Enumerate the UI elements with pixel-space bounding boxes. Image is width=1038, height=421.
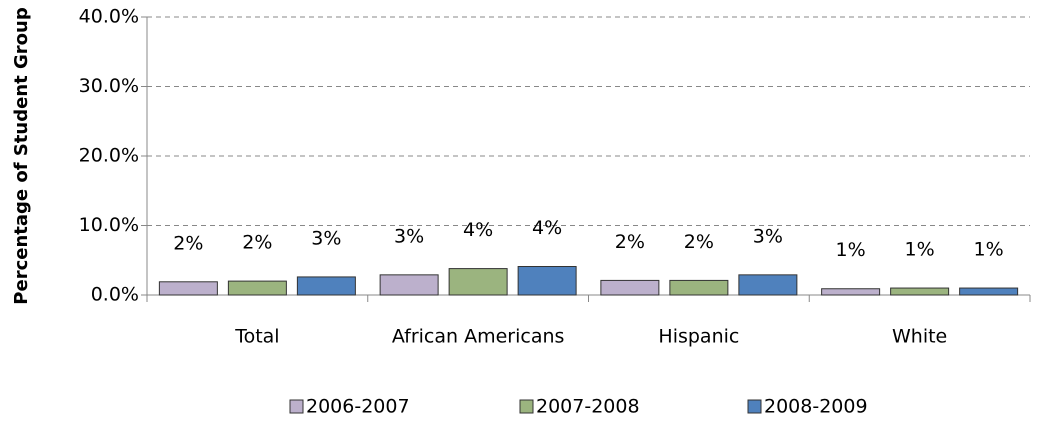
- value-label: 1%: [905, 239, 935, 261]
- value-label: 2%: [242, 232, 272, 254]
- bar: [669, 279, 729, 296]
- value-label: 2%: [173, 232, 203, 254]
- bar: [227, 280, 287, 296]
- bar: [158, 281, 218, 296]
- bar: [821, 288, 881, 296]
- x-tick-label: White: [892, 326, 947, 348]
- bar: [738, 274, 798, 296]
- value-label: 2%: [684, 231, 714, 253]
- legend-label: 2008-2009: [764, 396, 868, 418]
- value-label: 3%: [753, 225, 783, 247]
- y-axis-title: Percentage of Student Group: [11, 7, 32, 305]
- x-tick-label: Hispanic: [658, 326, 739, 348]
- legend-swatch: [289, 399, 304, 414]
- x-tick-label: African Americans: [392, 326, 565, 348]
- x-tick-label: Total: [234, 326, 279, 348]
- y-tick-label: 20.0%: [79, 145, 139, 167]
- value-label: 3%: [311, 227, 341, 249]
- value-label: 4%: [532, 217, 562, 239]
- bar: [600, 279, 660, 296]
- value-label: 2%: [615, 231, 645, 253]
- bar: [379, 274, 439, 296]
- legend-swatch: [519, 399, 534, 414]
- value-label: 4%: [463, 219, 493, 241]
- y-tick-label: 40.0%: [79, 6, 139, 28]
- bar: [517, 266, 577, 296]
- value-label: 1%: [974, 239, 1004, 261]
- y-tick-label: 0.0%: [91, 284, 139, 306]
- value-label: 1%: [836, 239, 866, 261]
- legend-label: 2006-2007: [306, 396, 410, 418]
- bar: [959, 287, 1019, 296]
- bar: [890, 287, 950, 296]
- value-label: 3%: [394, 225, 424, 247]
- legend-swatch: [747, 399, 762, 414]
- legend-label: 2007-2008: [536, 396, 640, 418]
- y-tick-label: 10.0%: [79, 214, 139, 236]
- y-tick-label: 30.0%: [79, 75, 139, 97]
- bar: [448, 268, 508, 296]
- bar: [296, 276, 356, 296]
